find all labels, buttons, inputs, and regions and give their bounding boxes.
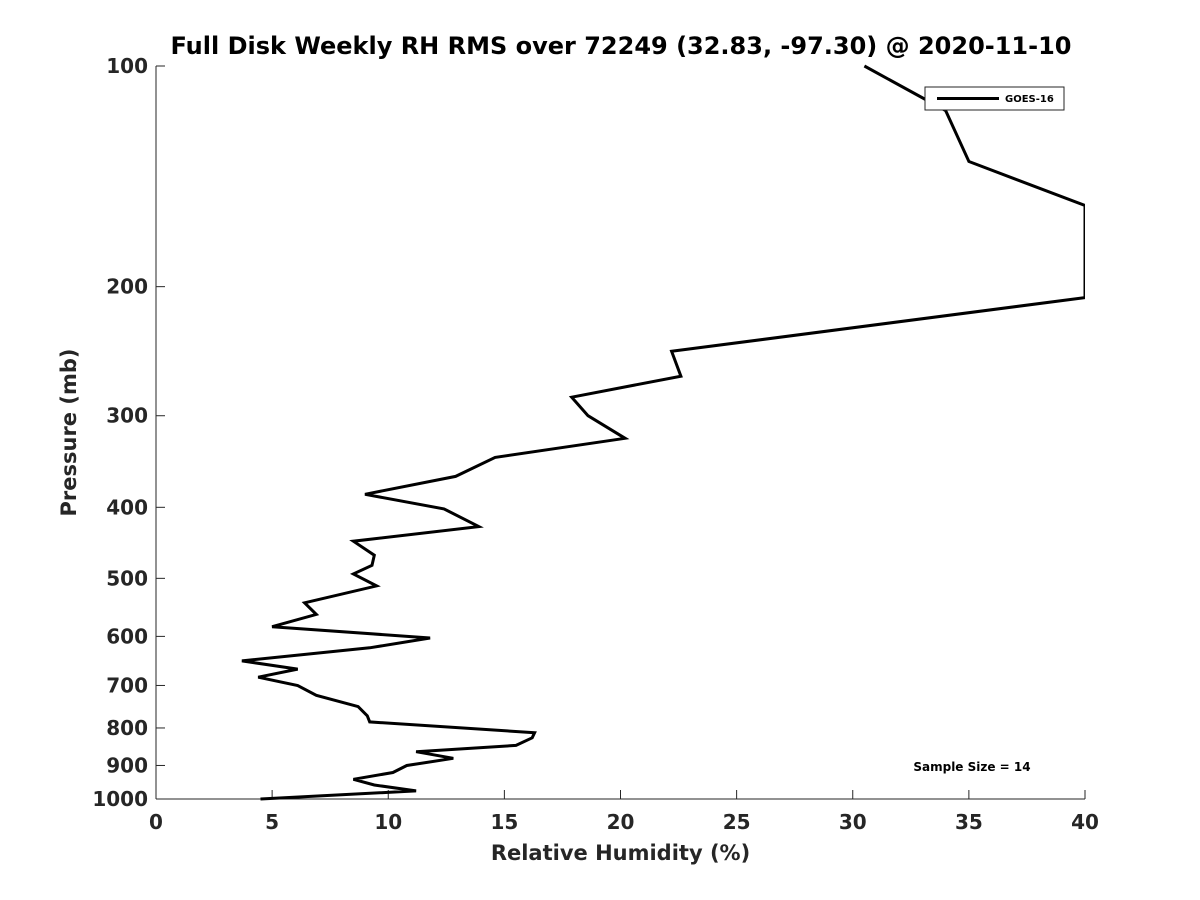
y-tick-label: 400 [106,495,148,519]
x-tick-label: 10 [374,810,402,834]
x-tick-label: 25 [723,810,751,834]
x-tick-label: 30 [839,810,867,834]
x-tick-label: 20 [607,810,635,834]
x-axis-ticks: 0 5 10 15 20 25 30 35 40 [149,790,1099,834]
x-tick-label: 5 [265,810,279,834]
y-axis-ticks: 100 200 300 400 500 600 700 800 900 1000 [92,54,165,811]
y-tick-label: 900 [106,753,148,777]
series-group [241,64,1085,801]
y-tick-label: 800 [106,716,148,740]
legend: GOES-16 [924,86,1065,111]
series-line-0 [241,64,1085,801]
y-axis-label: Pressure (mb) [57,349,81,517]
y-tick-label: 500 [106,566,148,590]
x-tick-label: 0 [149,810,163,834]
y-tick-label: 300 [106,404,148,428]
x-tick-label: 15 [490,810,518,834]
y-tick-label: 700 [106,673,148,697]
x-tick-label: 35 [955,810,983,834]
y-tick-label: 200 [106,275,148,299]
sample-size-annotation: Sample Size = 14 [913,760,1030,774]
chart-title: Full Disk Weekly RH RMS over 72249 (32.8… [170,32,1071,60]
x-axis-label: Relative Humidity (%) [491,841,750,865]
y-tick-label: 100 [106,54,148,78]
legend-label: GOES-16 [1005,94,1054,105]
y-tick-label: 1000 [92,787,148,811]
y-tick-label: 600 [106,624,148,648]
x-tick-label: 40 [1071,810,1099,834]
